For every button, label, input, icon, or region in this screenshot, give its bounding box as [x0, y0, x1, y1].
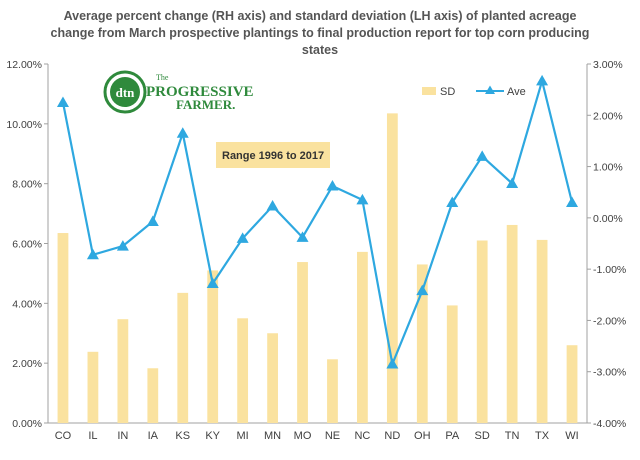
category-label: CO: [55, 430, 72, 442]
right-axis-ticks: -4.00% -3.00% -2.00% -1.00% 0.00% 1.00% 2.00% 3…: [587, 59, 626, 430]
sd-bar-pa: [446, 305, 458, 423]
logo-line2: PROGRESSIVE: [146, 84, 254, 100]
ave-point-tn: [506, 177, 519, 188]
ave-point-ky: [206, 277, 219, 289]
category-label: IN: [117, 430, 128, 442]
chart-title: Average percent change (RH axis) and sta…: [50, 9, 590, 57]
category-label: IA: [148, 430, 159, 442]
legend-sd-swatch: [422, 87, 436, 95]
ave-point-wi: [566, 196, 579, 207]
ave-point-mn: [266, 200, 279, 211]
ave-line: [61, 76, 574, 368]
category-label: ND: [384, 430, 400, 442]
category-label: KY: [205, 430, 220, 442]
ave-point-pa: [446, 196, 459, 207]
sd-bar-ia: [147, 368, 159, 423]
logo-line1: The: [156, 73, 169, 82]
ave-point-il: [86, 248, 99, 260]
axes: [47, 64, 588, 424]
range-annotation-text: Range 1996 to 2017: [222, 150, 324, 162]
logo-badge-text: dtn: [116, 85, 136, 100]
sd-bar-in: [117, 319, 129, 423]
sd-bar-tx: [536, 239, 548, 423]
legend-sd-label: SD: [440, 86, 455, 98]
right-axis-tick-label: -1.00%: [593, 264, 626, 276]
legend-ave-label: Ave: [507, 86, 526, 98]
right-axis-tick-label: -2.00%: [593, 315, 626, 327]
legend: SD Ave: [422, 85, 526, 98]
category-label: OH: [414, 430, 431, 442]
sd-bars: [57, 113, 578, 424]
right-axis-tick-label: 2.00%: [593, 110, 623, 122]
category-label: TX: [535, 430, 550, 442]
range-annotation-box: [216, 142, 330, 168]
sd-bar-nc: [357, 251, 368, 423]
left-axis-tick-label: 2.00%: [12, 358, 42, 370]
sd-bar-co: [57, 233, 69, 423]
left-axis-tick-label: 12.00%: [6, 59, 42, 71]
sd-bar-mi: [237, 318, 249, 423]
category-label: TN: [505, 430, 520, 442]
right-axis-tick-label: -4.00%: [593, 418, 626, 430]
ave-point-oh: [416, 284, 429, 296]
sd-bar-ks: [177, 292, 189, 423]
sd-bar-il: [87, 351, 99, 423]
logo-line3: FARMER.: [176, 97, 235, 112]
category-label: WI: [565, 430, 578, 442]
category-label: IL: [88, 430, 97, 442]
category-label: PA: [445, 430, 460, 442]
category-label: MO: [294, 430, 312, 442]
category-label: NC: [354, 430, 370, 442]
sd-bar-mn: [267, 333, 278, 423]
left-axis-tick-label: 6.00%: [12, 239, 42, 251]
sd-bar-nd: [386, 113, 398, 424]
right-axis-tick-label: 0.00%: [593, 213, 623, 225]
right-axis-tick-label: 3.00%: [593, 59, 623, 71]
right-axis-tick-label: -3.00%: [593, 367, 626, 379]
sd-bar-ky: [207, 270, 219, 423]
sd-bar-mo: [297, 262, 308, 423]
left-axis-ticks: 0.00% 2.00% 4.00% 6.00% 8.00% 10.00% 12.00%: [6, 59, 48, 430]
progressive-farmer-logo: dtn The PROGRESSIVE FARMER.: [103, 70, 254, 114]
right-axis-tick-label: 1.00%: [593, 162, 623, 174]
ave-point-ne: [326, 180, 339, 191]
category-labels: CO IL IN IA KS KY MI MN MO NE NC ND OH PA SD TN TX WI: [55, 430, 579, 442]
left-axis-tick-label: 8.00%: [12, 179, 42, 191]
ave-point-mi: [236, 232, 249, 243]
category-label: MI: [237, 430, 249, 442]
category-label: SD: [475, 430, 490, 442]
category-label: MN: [264, 430, 281, 442]
sd-bar-tn: [506, 224, 518, 423]
category-label: KS: [175, 430, 190, 442]
left-axis-tick-label: 10.00%: [6, 119, 42, 131]
ave-point-tx: [536, 74, 549, 86]
ave-point-sd: [476, 150, 489, 161]
sd-bar-ne: [327, 359, 338, 423]
ave-point-mo: [296, 231, 309, 242]
left-axis-tick-label: 0.00%: [12, 418, 42, 430]
ave-point-nd: [386, 358, 399, 369]
left-axis-tick-label: 4.00%: [12, 298, 42, 310]
ave-point-co: [56, 96, 69, 107]
ave-point-in: [116, 240, 129, 251]
ave-point-nc: [356, 193, 369, 205]
range-annotation: Range 1996 to 2017: [216, 142, 330, 168]
ave-point-ks: [176, 127, 189, 138]
sd-bar-sd: [476, 240, 488, 423]
sd-bar-wi: [566, 345, 578, 423]
sd-bar-oh: [416, 264, 428, 423]
ave-line-series: [56, 74, 579, 369]
ave-point-ia: [146, 215, 159, 226]
legend-ave-marker: [485, 85, 495, 94]
category-label: NE: [325, 430, 340, 442]
